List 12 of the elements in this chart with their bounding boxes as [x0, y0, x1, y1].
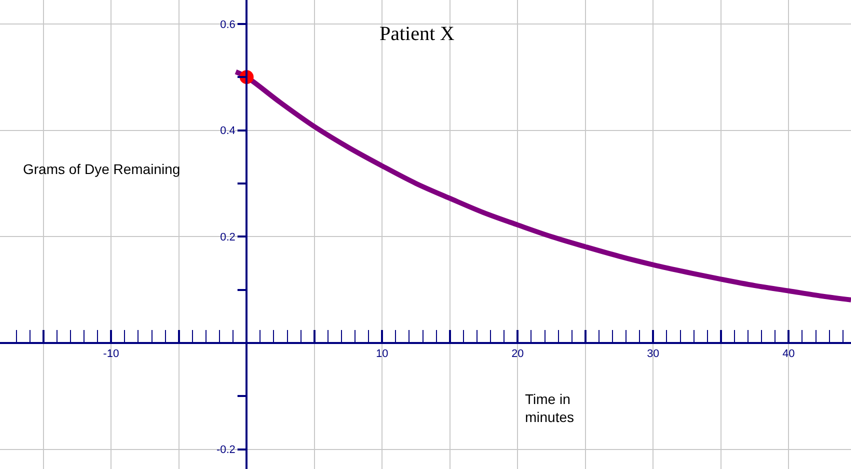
x-tick-label: 20 [512, 348, 524, 360]
y-tick-label: 0.4 [220, 125, 236, 138]
y-axis-title: Grams of Dye Remaining [23, 161, 180, 177]
x-tick-label: 40 [782, 348, 795, 360]
x-tick-label: 30 [647, 348, 660, 360]
x-axis-title: Time in minutes [525, 391, 574, 426]
text: Patient X [379, 22, 456, 45]
x-tick-label: 10 [376, 348, 388, 360]
y-tick-label: 0.2 [220, 231, 236, 244]
y-tick-label: 0.6 [220, 18, 236, 31]
x-tick-label: -10 [103, 348, 120, 360]
y-tick-label: -0.2 [216, 444, 236, 456]
